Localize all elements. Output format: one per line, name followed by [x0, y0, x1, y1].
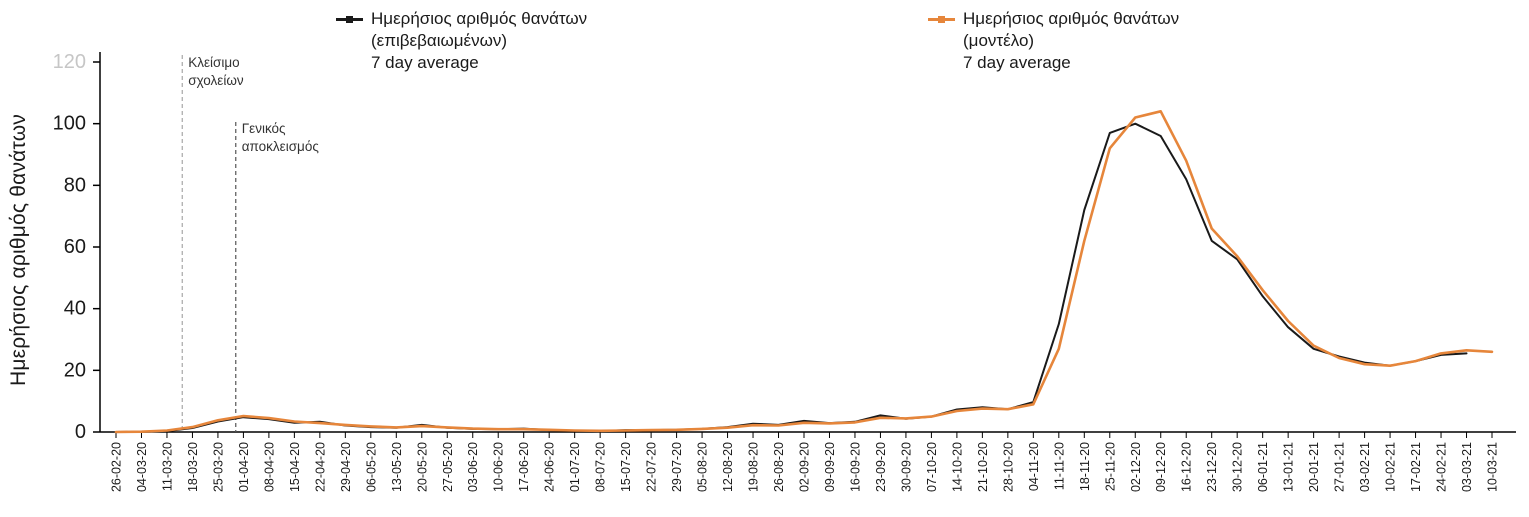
x-tick-label: 26-08-20: [772, 442, 786, 492]
x-tick-label: 29-07-20: [670, 442, 684, 492]
x-tick-label: 08-04-20: [262, 442, 276, 492]
legend-model-line2: (μοντέλο): [963, 31, 1035, 50]
x-tick-label: 28-10-20: [1001, 442, 1015, 492]
x-tick-label: 27-01-21: [1333, 442, 1347, 492]
x-tick-label: 10-02-21: [1384, 442, 1398, 492]
x-tick-label: 18-03-20: [186, 442, 200, 492]
series-line-model: [114, 110, 1494, 434]
x-tick-label: 03-02-21: [1358, 442, 1372, 492]
x-tick-label: 19-08-20: [747, 442, 761, 492]
legend-label-model: Ημερήσιος αριθμός θανάτων (μοντέλο) 7 da…: [963, 8, 1179, 74]
x-tick-label: 24-06-20: [543, 442, 557, 492]
x-tick-label: 17-02-21: [1409, 442, 1423, 492]
legend-confirmed-line2: (επιβεβαιωμένων): [371, 31, 508, 50]
y-tick-label: 60: [64, 236, 86, 258]
x-tick-label: 11-11-20: [1052, 442, 1066, 490]
x-tick-label: 23-09-20: [874, 442, 888, 492]
x-tick-label: 30-12-20: [1231, 442, 1245, 492]
x-tick-label: 16-09-20: [848, 442, 862, 492]
x-tick-label: 10-06-20: [492, 442, 506, 492]
x-tick-label: 27-05-20: [441, 442, 455, 492]
y-tick-label: 20: [64, 359, 86, 381]
x-tick-label: 03-06-20: [466, 442, 480, 492]
legend-marker-model-icon: [938, 15, 945, 23]
x-tick-label: 12-08-20: [721, 442, 735, 492]
x-tick-label: 05-08-20: [696, 442, 710, 492]
legend-item-confirmed: Ημερήσιος αριθμός θανάτων (επιβεβαιωμένω…: [336, 8, 587, 74]
x-tick-label: 07-10-20: [925, 442, 939, 492]
x-tick-label: 20-05-20: [415, 442, 429, 492]
x-tick-label: 01-07-20: [568, 442, 582, 492]
annotation-label-1: Γενικός: [242, 121, 286, 136]
x-tick-label: 29-04-20: [339, 442, 353, 492]
x-tick-label: 06-05-20: [364, 442, 378, 492]
x-tick-label: 11-03-20: [160, 442, 174, 491]
legend-marker-confirmed-icon: [346, 15, 353, 23]
x-tick-label: 10-03-21: [1486, 442, 1500, 492]
y-tick-label: 40: [64, 298, 86, 320]
y-tick-label: 120: [53, 51, 86, 73]
annotation-label-1: αποκλεισμός: [242, 139, 320, 154]
x-tick-label: 02-12-20: [1129, 442, 1143, 492]
legend-model-line3: 7 day average: [963, 53, 1071, 72]
x-tick-label: 02-09-20: [798, 442, 812, 492]
x-tick-label: 13-01-21: [1282, 442, 1296, 492]
x-tick-label: 08-07-20: [594, 442, 608, 492]
x-tick-label: 06-01-21: [1256, 442, 1270, 492]
x-tick-label: 13-05-20: [390, 442, 404, 492]
legend-item-model: Ημερήσιος αριθμός θανάτων (μοντέλο) 7 da…: [928, 8, 1179, 74]
y-tick-label: 0: [75, 421, 86, 443]
x-tick-label: 30-09-20: [899, 442, 913, 492]
annotation-label-0: Κλείσιμο: [188, 55, 239, 70]
x-tick-label: 17-06-20: [517, 442, 531, 492]
x-tick-label: 25-03-20: [211, 442, 225, 492]
y-tick-label: 80: [64, 174, 86, 196]
x-tick-label: 15-07-20: [619, 442, 633, 492]
legend-confirmed-line1: Ημερήσιος αριθμός θανάτων: [371, 9, 588, 28]
x-tick-label: 14-10-20: [950, 442, 964, 492]
x-tick-label: 03-03-21: [1460, 442, 1474, 492]
x-tick-label: 04-03-20: [135, 442, 149, 492]
x-tick-label: 09-12-20: [1154, 442, 1168, 492]
legend-label-confirmed: Ημερήσιος αριθμός θανάτων (επιβεβαιωμένω…: [371, 8, 587, 74]
x-tick-label: 15-04-20: [288, 442, 302, 492]
x-tick-label: 22-07-20: [645, 442, 659, 492]
x-tick-label: 25-11-20: [1103, 442, 1117, 491]
legend-confirmed-line3: 7 day average: [371, 53, 479, 72]
x-tick-label: 21-10-20: [976, 442, 990, 492]
x-tick-label: 20-01-21: [1307, 442, 1321, 492]
legend-swatch-confirmed: [336, 15, 363, 23]
y-tick-label: 100: [53, 113, 86, 135]
x-tick-label: 09-09-20: [823, 442, 837, 492]
x-tick-label: 22-04-20: [313, 442, 327, 492]
legend-swatch-model: [928, 15, 955, 23]
series-line-confirmed: [115, 122, 1468, 433]
x-tick-label: 23-12-20: [1205, 442, 1219, 492]
annotation-label-0: σχολείων: [188, 73, 244, 88]
x-tick-label: 04-11-20: [1027, 442, 1041, 491]
legend-model-line1: Ημερήσιος αριθμός θανάτων: [963, 9, 1180, 28]
x-tick-label: 01-04-20: [237, 442, 251, 492]
x-tick-label: 24-02-21: [1435, 442, 1449, 492]
x-tick-label: 16-12-20: [1180, 442, 1194, 492]
x-tick-label: 18-11-20: [1078, 442, 1092, 491]
x-tick-label: 26-02-20: [110, 442, 124, 492]
